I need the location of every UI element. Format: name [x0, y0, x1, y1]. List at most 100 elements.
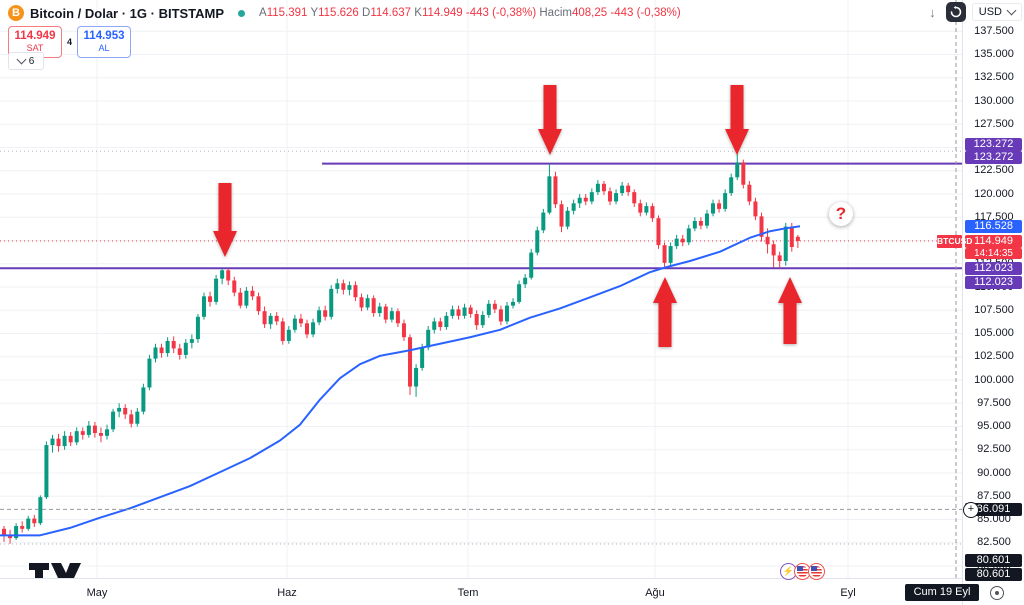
candle-body: [135, 411, 140, 424]
spread-value: 4: [67, 37, 73, 47]
close-value: 114.949: [421, 7, 463, 19]
candle-body: [420, 347, 425, 368]
price-tick: 105.000: [974, 327, 1014, 340]
candle-body: [147, 358, 152, 388]
time-axis[interactable]: May Haz Tem Ağu Eyl: [0, 578, 962, 605]
price-tick: 132.500: [974, 71, 1014, 84]
candle-body: [298, 318, 303, 324]
candle-body: [232, 280, 237, 293]
object-tree-collapse-button[interactable]: 6: [8, 52, 44, 70]
down-arrow-annotation[interactable]: [725, 85, 749, 155]
candle-body: [329, 288, 334, 317]
price-tick: 90.000: [977, 466, 1011, 479]
low-label: D: [362, 7, 371, 19]
candle-body: [601, 183, 606, 192]
candle-body: [129, 414, 134, 424]
ma-value-label: 116.528: [965, 219, 1022, 233]
candle-body: [117, 407, 122, 412]
candle-body: [183, 342, 188, 355]
candle-body: [698, 220, 703, 226]
candle-body: [680, 238, 685, 243]
candle-body: [44, 445, 49, 498]
candle-body: [553, 176, 558, 205]
up-arrow-annotation[interactable]: [653, 277, 677, 347]
candle-body: [262, 311, 267, 325]
tradingview-logo[interactable]: [28, 562, 82, 579]
candle-body: [674, 238, 679, 247]
close-label: K: [414, 7, 422, 19]
price-tick: 95.000: [977, 420, 1011, 433]
high-value: 115.626: [318, 7, 359, 19]
candle-body: [8, 535, 13, 539]
month-tick-label: May: [86, 587, 108, 599]
circular-arrow-icon: [950, 6, 962, 18]
candle-body: [414, 367, 419, 387]
candle-body: [153, 347, 158, 359]
candle-body: [377, 306, 382, 314]
last-price-label: 114.949: [965, 234, 1022, 248]
candle-body: [662, 245, 667, 263]
candle-body: [614, 193, 619, 202]
candle-body: [632, 192, 637, 204]
symbol-title[interactable]: Bitcoin / Dolar · 1G · BITSTAMP: [30, 5, 225, 21]
candle-body: [341, 283, 346, 290]
price-tick: 102.500: [974, 350, 1014, 363]
candle-body: [723, 193, 728, 209]
support-price-label: 112.023: [965, 275, 1022, 289]
candle-body: [608, 191, 612, 202]
axis-settings-icon[interactable]: [990, 586, 1004, 600]
candle-body: [523, 277, 528, 285]
down-arrow-annotation[interactable]: [538, 85, 562, 155]
candle-body: [323, 310, 328, 317]
open-value: 115.391: [266, 7, 308, 19]
candle-body: [32, 518, 37, 524]
up-arrow-annotation[interactable]: [778, 277, 802, 344]
question-mark-annotation[interactable]: ?: [829, 202, 853, 226]
scroll-to-recent-icon[interactable]: ↓: [929, 4, 936, 20]
down-arrow-annotation[interactable]: [213, 183, 237, 257]
candle-body: [208, 296, 213, 302]
candle-body: [14, 526, 19, 539]
crosshair-price-label: 86.091: [965, 502, 1022, 516]
candle-body: [311, 322, 316, 335]
candle-body: [408, 337, 413, 387]
chart-pane: ? BTCUSD ⚡: [0, 0, 962, 581]
candle-body: [365, 298, 370, 308]
price-tick: 100.000: [974, 373, 1014, 386]
candle-body: [92, 425, 97, 434]
candle-body: [244, 290, 249, 306]
candle-body: [583, 197, 588, 202]
candle-body: [729, 177, 734, 194]
moving-average-line[interactable]: [0, 225, 801, 537]
sell-price: 114.949: [14, 30, 56, 42]
candle-body: [111, 411, 116, 430]
candle-body: [20, 526, 25, 529]
candle-body: [547, 176, 552, 213]
candle-body: [741, 162, 746, 185]
month-tick-label: Ağu: [645, 587, 665, 599]
candle-body: [535, 230, 540, 253]
candle-body: [529, 252, 534, 278]
currency-dropdown[interactable]: USD: [971, 3, 1022, 21]
candle-body: [26, 518, 31, 529]
candle-body: [401, 323, 406, 338]
buy-button[interactable]: 114.953 AL: [77, 26, 132, 58]
month-tick-label: Eyl: [840, 587, 856, 599]
candle-body: [486, 303, 491, 315]
candle-body: [450, 309, 455, 316]
bar-countdown-label: 14:14:35: [965, 247, 1022, 259]
us-economic-event-icon[interactable]: [808, 563, 825, 580]
candle-body: [238, 292, 243, 306]
candle-body: [256, 296, 261, 312]
candle-body: [711, 203, 716, 214]
candle-body: [226, 270, 231, 281]
candle-body: [753, 201, 758, 217]
candle-body: [214, 278, 219, 302]
add-order-plus-icon[interactable]: +: [963, 502, 979, 519]
top-right-controls: ↓ USD: [925, 2, 1022, 22]
economic-event-badges: ⚡: [780, 563, 825, 581]
candle-body: [692, 220, 697, 229]
reset-chart-icon[interactable]: [945, 2, 966, 22]
volume-value: 408,25: [571, 7, 608, 19]
candle-body: [165, 340, 170, 354]
